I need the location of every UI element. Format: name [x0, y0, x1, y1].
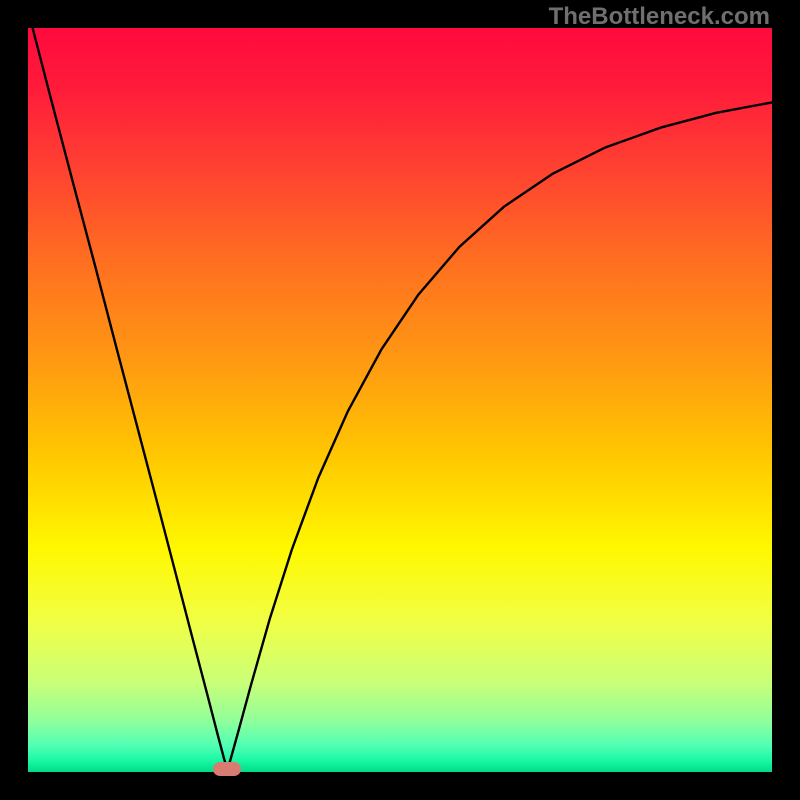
chart-container: TheBottleneck.com — [0, 0, 800, 800]
watermark-text: TheBottleneck.com — [549, 3, 770, 31]
bottleneck-curve — [0, 0, 800, 800]
valley-marker — [213, 762, 241, 776]
